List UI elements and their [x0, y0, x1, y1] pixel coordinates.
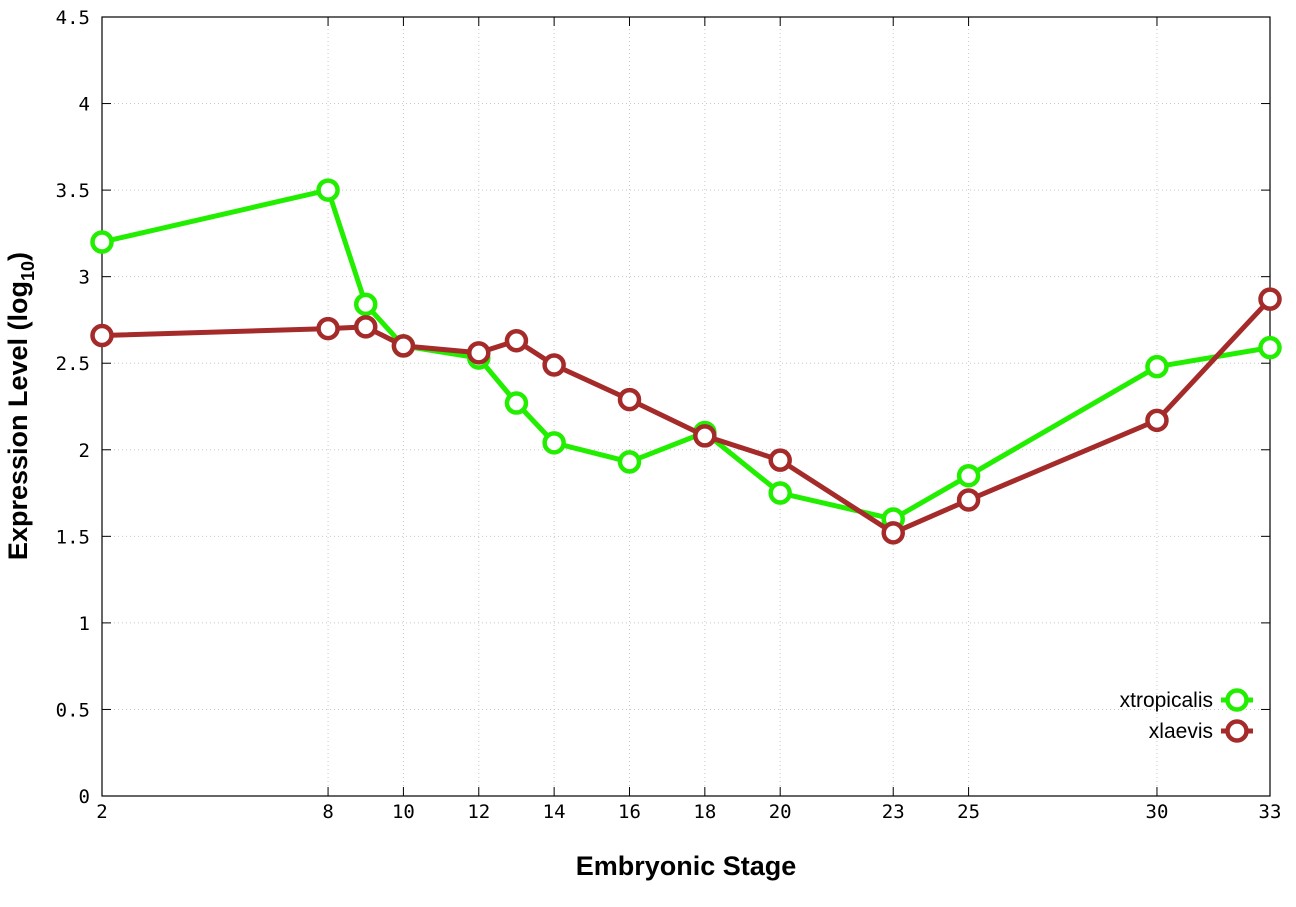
data-point-xlaevis [316, 316, 340, 341]
y-axis-title-main: Expression Level (log [3, 281, 33, 560]
y-tick-label: 0 [79, 786, 90, 808]
data-point-xlaevis [353, 315, 378, 339]
legend-swatch-marker-xtropicalis [1225, 688, 1249, 712]
data-point-xtropicalis [1258, 335, 1282, 360]
y-tick-label: 3 [79, 267, 90, 289]
y-tick-label: 2.5 [56, 353, 90, 375]
y-axis-title-close: ) [3, 252, 33, 261]
data-point-xlaevis [504, 328, 529, 353]
x-tick-label: 2 [96, 801, 107, 823]
y-tick-label: 1 [79, 613, 90, 635]
data-point-xlaevis [617, 387, 642, 412]
x-tick-label: 33 [1259, 801, 1282, 823]
data-point-xtropicalis [90, 230, 114, 254]
data-point-xtropicalis [504, 391, 529, 415]
data-point-xtropicalis [768, 481, 792, 505]
x-tick-label: 8 [322, 801, 333, 823]
y-tick-label: 2 [79, 440, 90, 462]
x-tick-label: 23 [882, 801, 905, 823]
data-point-xtropicalis [316, 178, 340, 202]
legend-label-xlaevis: xlaevis [1149, 720, 1213, 743]
y-tick-label: 0.5 [56, 699, 90, 721]
x-tick-label: 20 [769, 801, 792, 823]
data-point-xtropicalis [617, 450, 642, 474]
axis-ticks: 0 0.5 1 1.5 2 2.5 3 3.5 4 4.5 2 8 10 12 14 16 18 20 23 25 30… [56, 7, 1282, 823]
x-axis-title: Embryonic Stage [576, 851, 797, 881]
data-point-xlaevis [881, 521, 905, 545]
data-point-xtropicalis [353, 292, 378, 317]
legend-label-xtropicalis: xtropicalis [1120, 689, 1213, 712]
series-xlaevis [90, 287, 1282, 545]
series-line-xlaevis [101, 297, 1272, 536]
data-point-xlaevis [693, 424, 717, 448]
y-tick-label: 4 [79, 94, 90, 116]
y-axis-title-subscript: 10 [18, 261, 38, 281]
x-tick-label: 10 [392, 801, 415, 823]
plot-frame [101, 16, 1271, 797]
data-point-xlaevis [391, 334, 416, 358]
data-point-xlaevis [1145, 408, 1169, 433]
y-axis-title: Expression Level (log10) [3, 252, 38, 560]
x-tick-label: 14 [543, 801, 566, 823]
x-tick-label: 25 [957, 801, 980, 823]
data-point-xlaevis [1258, 287, 1282, 311]
data-point-xlaevis [768, 448, 792, 472]
data-point-xlaevis [90, 323, 114, 348]
legend-swatch-marker-xlaevis [1225, 719, 1249, 743]
y-tick-label: 4.5 [56, 7, 90, 29]
x-tick-label: 16 [618, 801, 641, 823]
x-tick-label: 12 [467, 801, 490, 823]
grid [102, 17, 1270, 796]
data-point-xlaevis [542, 353, 566, 377]
data-point-xlaevis [467, 341, 491, 365]
series-xtropicalis [90, 178, 1282, 531]
x-tick-label: 30 [1146, 801, 1169, 823]
x-tick-label: 18 [693, 801, 716, 823]
data-point-xlaevis [956, 488, 981, 512]
data-point-xtropicalis [956, 463, 981, 488]
y-tick-label: 3.5 [56, 180, 90, 202]
data-point-xtropicalis [542, 431, 566, 455]
data-point-xtropicalis [1145, 354, 1169, 379]
legend: xtropicalis xlaevis [1120, 688, 1253, 743]
series-line-xtropicalis [101, 187, 1271, 522]
y-tick-label: 1.5 [56, 526, 90, 548]
series-layer [90, 178, 1282, 545]
